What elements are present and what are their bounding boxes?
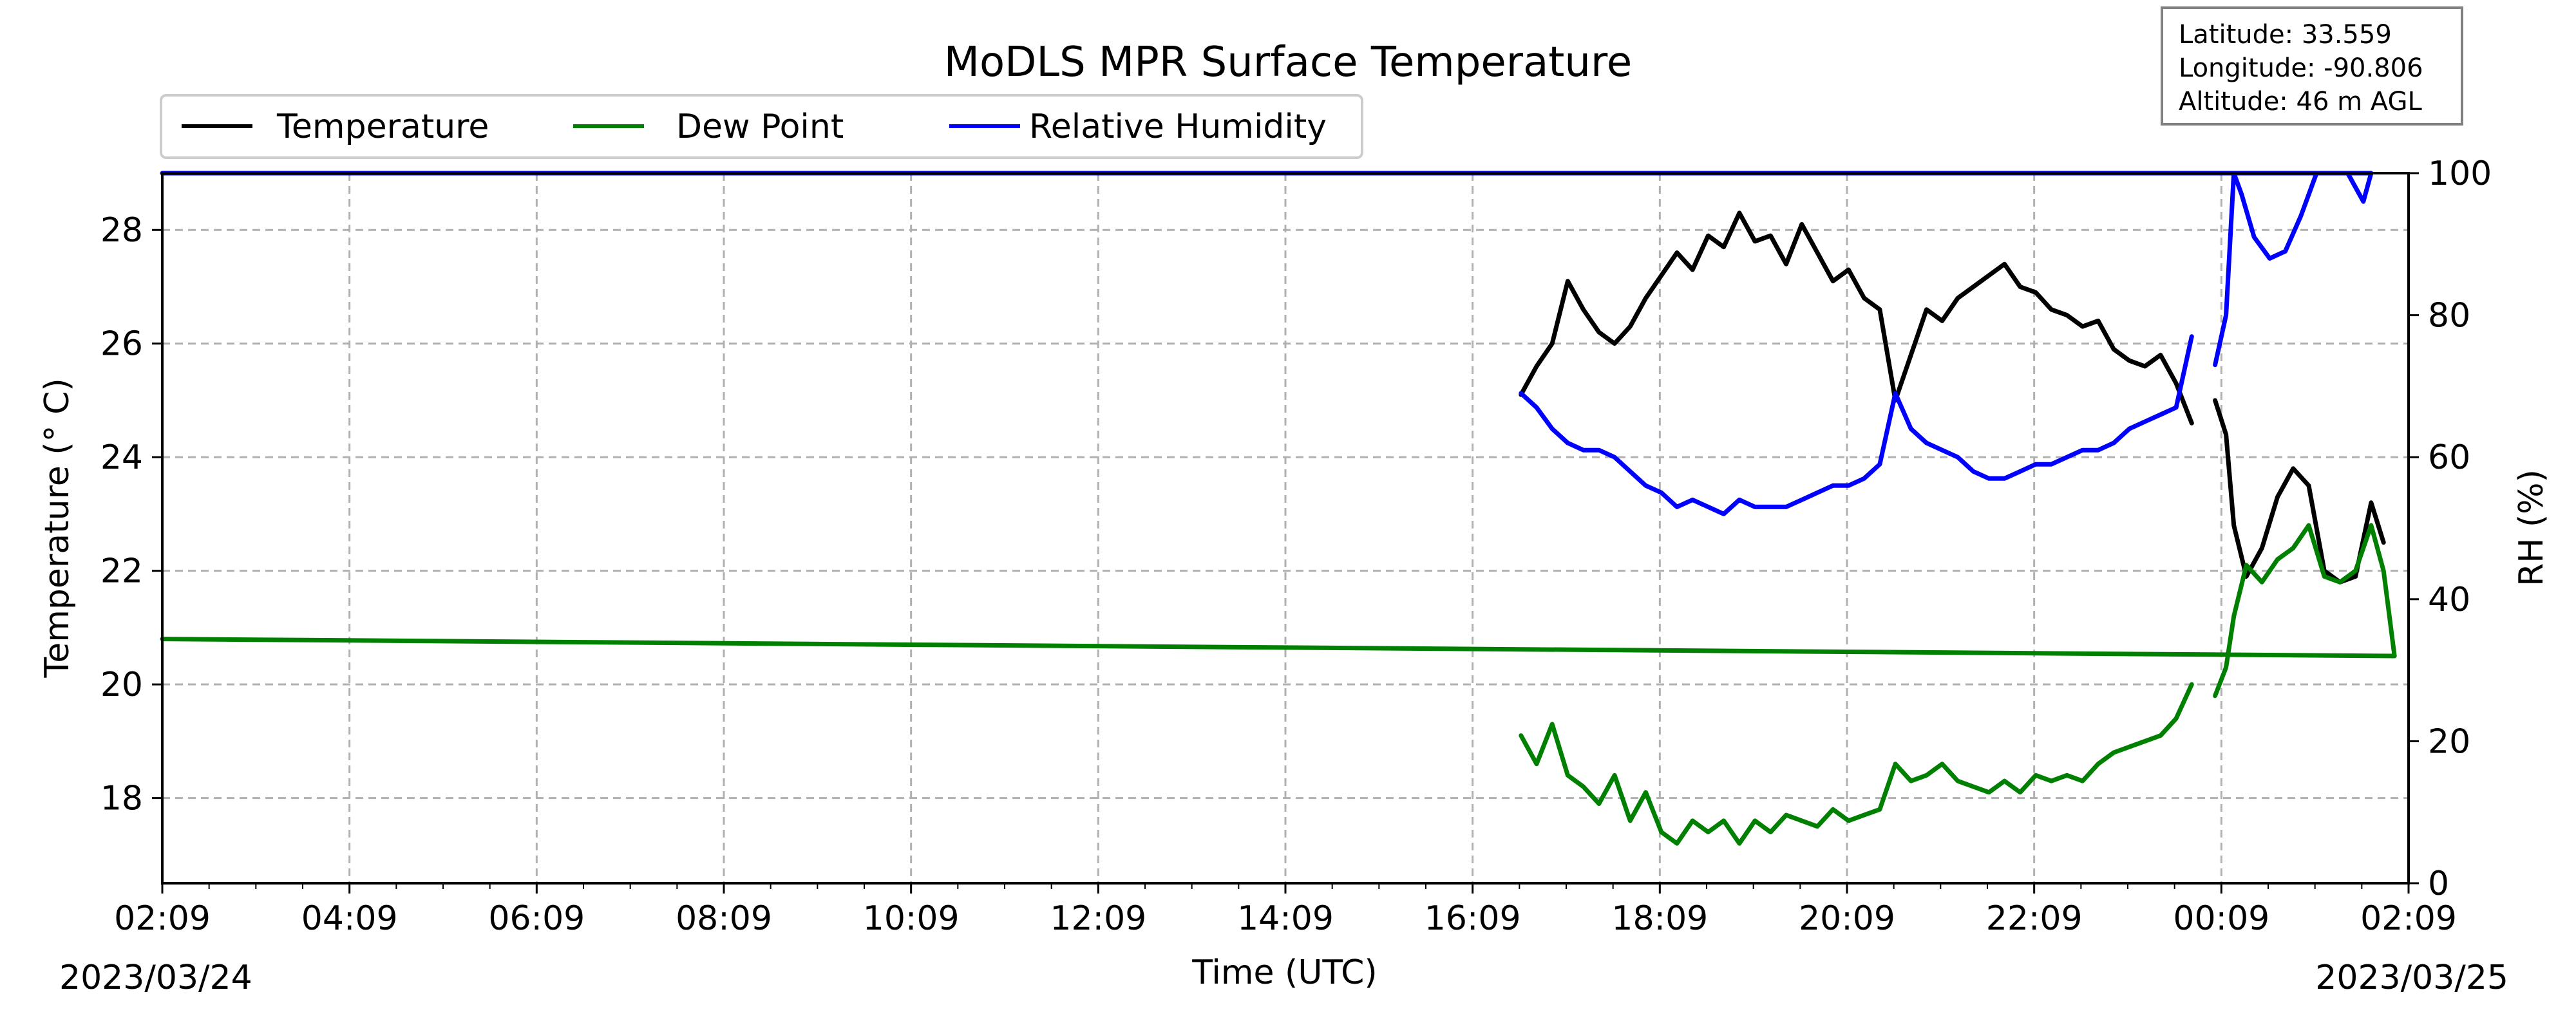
y2-tick-label: 100 [2428, 154, 2492, 193]
start-date-label: 2023/03/24 [59, 959, 252, 997]
y2-tick-label: 40 [2428, 581, 2470, 619]
x-tick-label: 00:09 [2173, 899, 2269, 938]
series-line-dew-point [1519, 682, 2194, 846]
legend-label-dew-point: Dew Point [676, 108, 844, 146]
series-line-temperature [1519, 211, 2194, 426]
latitude-text: Latitude: 33.559 [2179, 20, 2392, 50]
legend-label-relative-humidity: Relative Humidity [1029, 108, 1327, 146]
end-date-label: 2023/03/25 [2315, 959, 2508, 997]
series-line-relative-humidity [1519, 334, 2194, 516]
x-tick-label: 02:09 [2360, 899, 2457, 938]
x-axis: 02:09 04:09 06:09 08:09 10:09 12:09 14:09 16:09… [114, 883, 2457, 938]
x-tick-label: 12:09 [1050, 899, 1146, 938]
y-tick-label: 20 [100, 666, 143, 704]
longitude-text: Longitude: -90.806 [2179, 53, 2423, 83]
legend: Temperature Dew Point Relative Humidity [160, 94, 1363, 159]
x-axis-label: Time (UTC) [1191, 953, 1377, 992]
y-axis-label: Temperature (° C) [38, 378, 77, 678]
x-tick-label: 02:09 [114, 899, 211, 938]
series-line-relative-humidity [160, 171, 2374, 368]
chart-title: MoDLS MPR Surface Temperature [944, 39, 1632, 86]
y-tick-label: 22 [100, 552, 143, 591]
y-axis-right: 0 20 40 60 80 100 [2409, 154, 2492, 903]
site-info-box: Latitude: 33.559 Longitude: -90.806 Alti… [2161, 6, 2463, 126]
x-tick-label: 16:09 [1425, 899, 1521, 938]
y-tick-label: 26 [100, 325, 143, 364]
legend-label-temperature: Temperature [276, 108, 489, 146]
y2-tick-label: 0 [2428, 865, 2449, 903]
x-tick-label: 06:09 [488, 899, 585, 938]
x-tick-label: 14:09 [1237, 899, 1334, 938]
x-tick-label: 10:09 [863, 899, 960, 938]
series-line-dew-point [160, 523, 2397, 698]
y-tick-label: 28 [100, 211, 143, 250]
y-tick-label: 18 [100, 780, 143, 818]
y-axis-left: 18 20 22 24 26 28 [100, 211, 162, 818]
x-tick-label: 08:09 [676, 899, 772, 938]
y-tick-label: 24 [100, 438, 143, 477]
legend-frame [160, 94, 1363, 159]
x-tick-label: 18:09 [1611, 899, 1708, 938]
y2-tick-label: 60 [2428, 438, 2470, 477]
altitude-text: Altitude: 46 m AGL [2179, 87, 2422, 117]
grid-lines [162, 173, 2409, 883]
series-lines [160, 171, 2397, 846]
x-tick-label: 22:09 [1986, 899, 2083, 938]
y2-tick-label: 20 [2428, 722, 2470, 761]
y2-tick-label: 80 [2428, 297, 2470, 335]
y2-axis-label: RH (%) [2512, 469, 2551, 586]
series-line-temperature [2213, 398, 2386, 585]
x-tick-label: 04:09 [301, 899, 398, 938]
x-tick-label: 20:09 [1799, 899, 1895, 938]
